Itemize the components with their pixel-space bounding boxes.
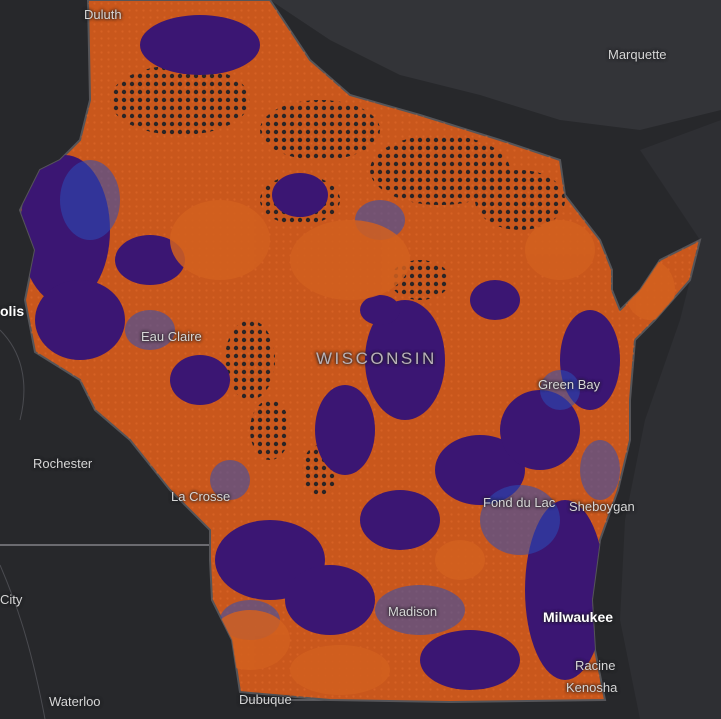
city-label-kenosha[interactable]: Kenosha xyxy=(566,680,618,695)
river xyxy=(0,564,46,719)
orange-regions xyxy=(170,200,675,695)
lake-michigan xyxy=(620,120,721,719)
city-label-dubuque[interactable]: Dubuque xyxy=(239,692,292,707)
city-label-racine[interactable]: Racine xyxy=(575,658,616,673)
city-label-la-crosse[interactable]: La Crosse xyxy=(171,489,231,504)
river xyxy=(0,329,25,421)
city-label-rochester[interactable]: Rochester xyxy=(33,456,93,471)
city-label-green-bay[interactable]: Green Bay xyxy=(538,377,601,392)
city-label-iowa-city[interactable]: City xyxy=(0,592,23,607)
dark-regions xyxy=(110,65,565,495)
city-label-eau-claire[interactable]: Eau Claire xyxy=(141,329,202,344)
city-label-madison[interactable]: Madison xyxy=(388,604,438,619)
state-label: WISCONSIN xyxy=(316,349,437,368)
city-label-duluth[interactable]: Duluth xyxy=(84,7,122,22)
blue-regions xyxy=(60,160,620,640)
city-label-minneapolis[interactable]: olis xyxy=(0,303,25,319)
city-label-sheboygan[interactable]: Sheboygan xyxy=(569,499,635,514)
city-label-fond-du-lac[interactable]: Fond du Lac xyxy=(483,495,556,510)
city-label-milwaukee[interactable]: Milwaukee xyxy=(543,609,614,625)
city-label-marquette[interactable]: Marquette xyxy=(608,47,667,62)
city-label-waterloo[interactable]: Waterloo xyxy=(49,694,101,709)
lake-superior xyxy=(150,0,721,130)
